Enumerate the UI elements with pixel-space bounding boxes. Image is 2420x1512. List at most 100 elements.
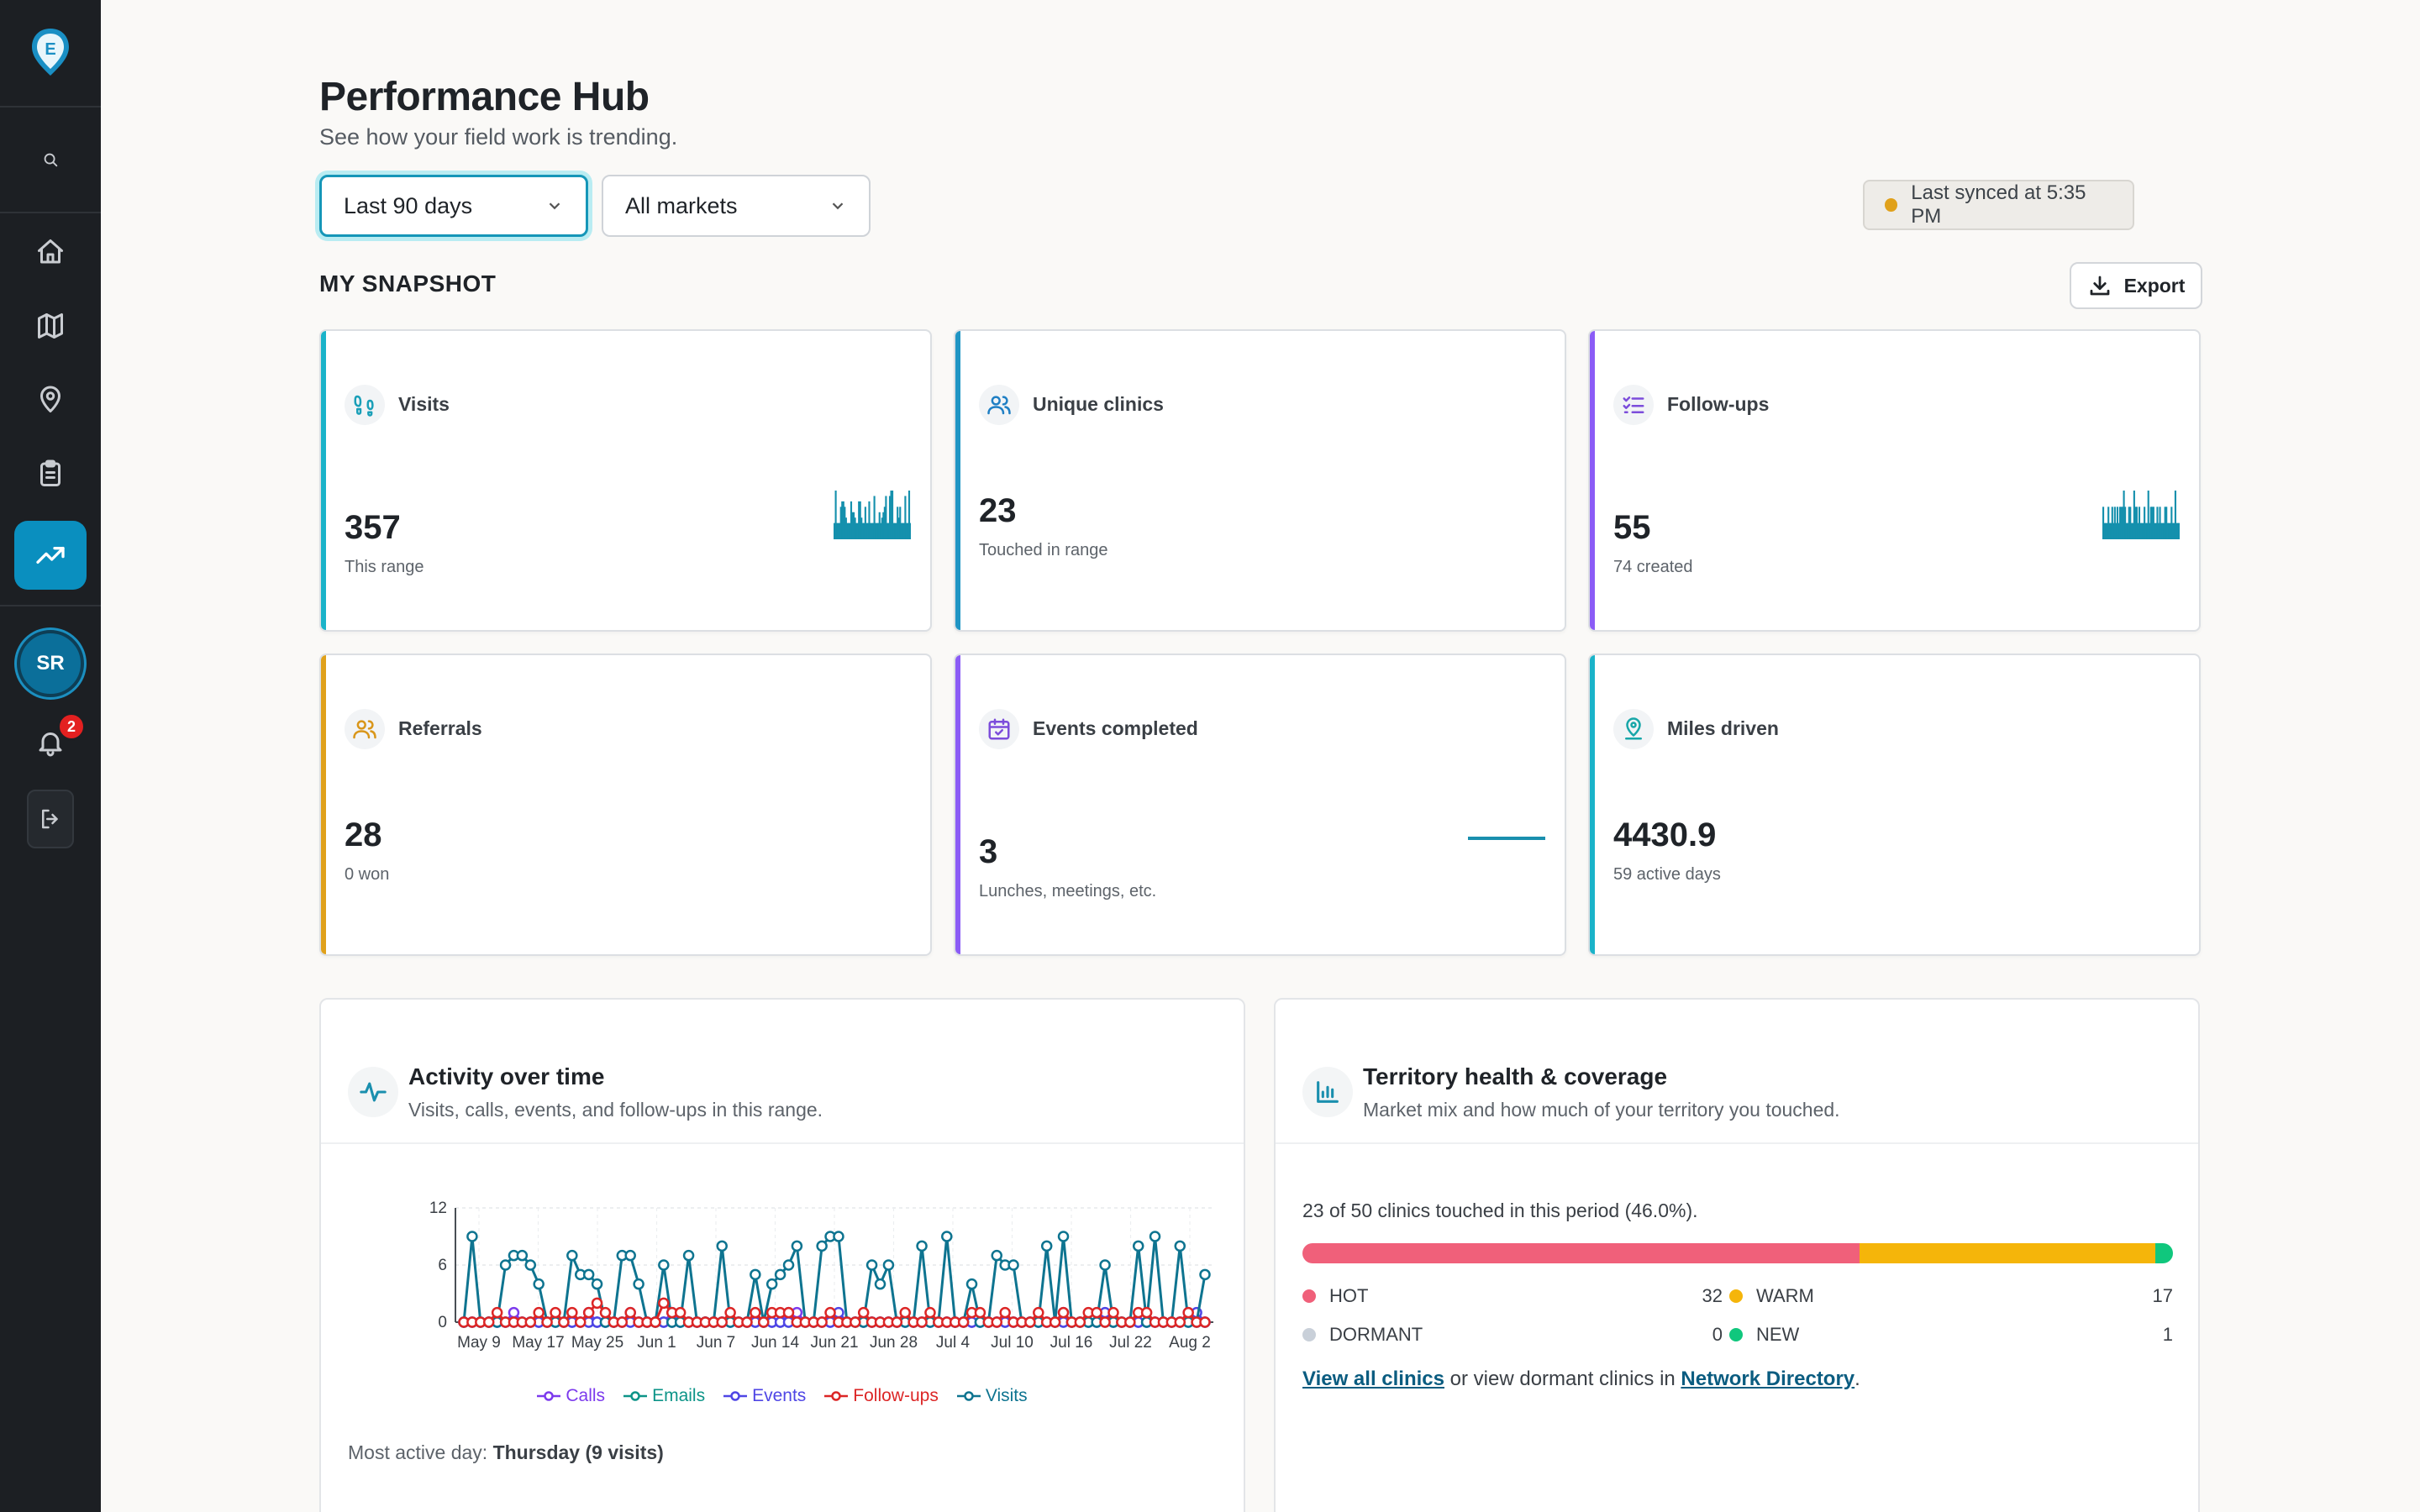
- logout-button[interactable]: [27, 790, 74, 848]
- page-subtitle: See how your field work is trending.: [319, 124, 678, 150]
- legend-hot: HOT 32: [1302, 1285, 1723, 1307]
- data-point-follow-ups: [750, 1306, 761, 1319]
- clipboard-icon[interactable]: [27, 450, 74, 497]
- data-point-follow-ups: [957, 1316, 970, 1328]
- sparkline-bar: [863, 522, 865, 539]
- page-title: Performance Hub: [319, 75, 650, 119]
- chevron-down-icon: [832, 202, 844, 210]
- sparkline-bar: [837, 522, 839, 539]
- activity-panel: Activity over time Visits, calls, events…: [319, 998, 1245, 1512]
- logout-icon: [42, 809, 58, 829]
- x-tick-label: Jul 10: [991, 1334, 1034, 1352]
- sparkline-bar: [839, 522, 841, 539]
- data-point-follow-ups: [658, 1297, 670, 1310]
- legend-item-emails[interactable]: Emails: [623, 1386, 705, 1406]
- sparkline-bar: [2170, 507, 2173, 539]
- app-logo[interactable]: E: [29, 27, 72, 77]
- data-point-follow-ups: [991, 1316, 1002, 1328]
- users-icon: [345, 709, 385, 749]
- sparkline-bar: [2157, 522, 2160, 539]
- data-point-visits: [582, 1268, 595, 1281]
- trending-up-icon[interactable]: [14, 521, 87, 590]
- sparkline-bar: [855, 522, 858, 539]
- data-point-visits: [516, 1249, 529, 1262]
- legend-item-follow-ups[interactable]: Follow-ups: [824, 1386, 939, 1406]
- y-tick-label: 12: [429, 1200, 447, 1217]
- sparkline-bar: [851, 512, 854, 539]
- sync-status: Last synced at 5:35 PM: [1863, 180, 2134, 230]
- data-point-follow-ups: [899, 1306, 911, 1319]
- data-point-follow-ups: [566, 1306, 578, 1319]
- map-icon[interactable]: [27, 302, 74, 349]
- x-tick-label: Jun 7: [697, 1334, 735, 1352]
- legend-item-visits[interactable]: Visits: [956, 1386, 1028, 1406]
- card-value: 357: [345, 509, 401, 546]
- map-pin-icon[interactable]: [27, 376, 74, 423]
- sparkline-bar: [2112, 522, 2115, 539]
- home-icon[interactable]: [27, 228, 74, 276]
- sparkline-bar: [2149, 522, 2151, 539]
- view-all-clinics-link[interactable]: View all clinics: [1302, 1368, 1444, 1390]
- sparkline-bar: [904, 496, 907, 539]
- sparkline-bar: [2120, 507, 2123, 539]
- data-point-follow-ups: [1099, 1316, 1111, 1328]
- data-point-follow-ups: [482, 1316, 495, 1328]
- data-point-follow-ups: [674, 1306, 687, 1319]
- card-title: Unique clinics: [1033, 393, 1164, 415]
- sparkline-bar: [872, 522, 875, 539]
- data-point-follow-ups: [1199, 1316, 1211, 1328]
- data-point-follow-ups: [574, 1316, 587, 1328]
- data-point-visits: [1099, 1259, 1111, 1271]
- sidebar-divider: [0, 605, 101, 606]
- market-select[interactable]: All markets: [602, 175, 871, 237]
- sparkline-bar: [878, 512, 881, 539]
- sparkline-bar: [2160, 522, 2163, 539]
- legend-item-events[interactable]: Events: [723, 1386, 806, 1406]
- date-range-value: Last 90 days: [344, 192, 473, 218]
- chart-legend: Calls Emails Events Follow-ups Visits: [321, 1386, 1244, 1406]
- data-point-visits: [865, 1259, 878, 1271]
- data-point-follow-ups: [924, 1306, 936, 1319]
- date-range-select[interactable]: Last 90 days: [319, 175, 588, 237]
- stat-card-miles-driven: Miles driven 4430.9 59 active days: [1588, 654, 2201, 956]
- data-point-visits: [624, 1249, 636, 1262]
- data-point-follow-ups: [1107, 1306, 1119, 1319]
- data-point-visits: [1132, 1240, 1144, 1252]
- sparkline-bar: [2129, 507, 2132, 539]
- sparkline-bar: [2103, 522, 2106, 539]
- user-avatar[interactable]: SR: [17, 630, 84, 697]
- notifications-button[interactable]: 2: [27, 712, 86, 766]
- legend-item-calls[interactable]: Calls: [537, 1386, 605, 1406]
- data-point-visits: [466, 1231, 478, 1242]
- sparkline-bar: [860, 517, 863, 539]
- card-subtext: 59 active days: [1613, 865, 1721, 884]
- network-directory-link[interactable]: Network Directory: [1681, 1368, 1855, 1390]
- search-icon[interactable]: [27, 136, 74, 183]
- sparkline-bar: [2159, 507, 2161, 539]
- data-point-visits: [1007, 1259, 1019, 1271]
- territory-mix-bar: [1302, 1243, 2173, 1263]
- sparkline-bar: [854, 517, 856, 539]
- sparkline-bar: [2151, 507, 2154, 539]
- card-subtext: Touched in range: [979, 541, 1108, 559]
- stat-card-unique-clinics: Unique clinics 23 Touched in range: [954, 329, 1566, 632]
- visits-sparkline: [834, 491, 911, 539]
- stat-card-visits: Visits 357 This range: [319, 329, 932, 632]
- sparkline-bar: [2174, 491, 2176, 539]
- sparkline-bar: [897, 507, 899, 539]
- export-button[interactable]: Export: [2070, 262, 2202, 309]
- hot-count: 32: [1702, 1285, 1723, 1306]
- sparkline-bar: [909, 522, 911, 539]
- sparkline-bar: [2161, 522, 2164, 539]
- map-pin-user-icon: [1613, 709, 1654, 749]
- sparkline-bar: [2122, 507, 2124, 539]
- sparkline-bar: [864, 507, 866, 539]
- sparkline-bar: [895, 522, 897, 539]
- bar-chart-icon: [1302, 1067, 1353, 1117]
- sparkline-bar: [876, 522, 878, 539]
- legend-dormant: DORMANT 0: [1302, 1324, 1723, 1346]
- data-point-visits: [965, 1278, 978, 1290]
- sparkline-bar: [844, 507, 846, 539]
- sparkline-bar: [841, 501, 844, 539]
- sparkline-bar: [834, 522, 836, 539]
